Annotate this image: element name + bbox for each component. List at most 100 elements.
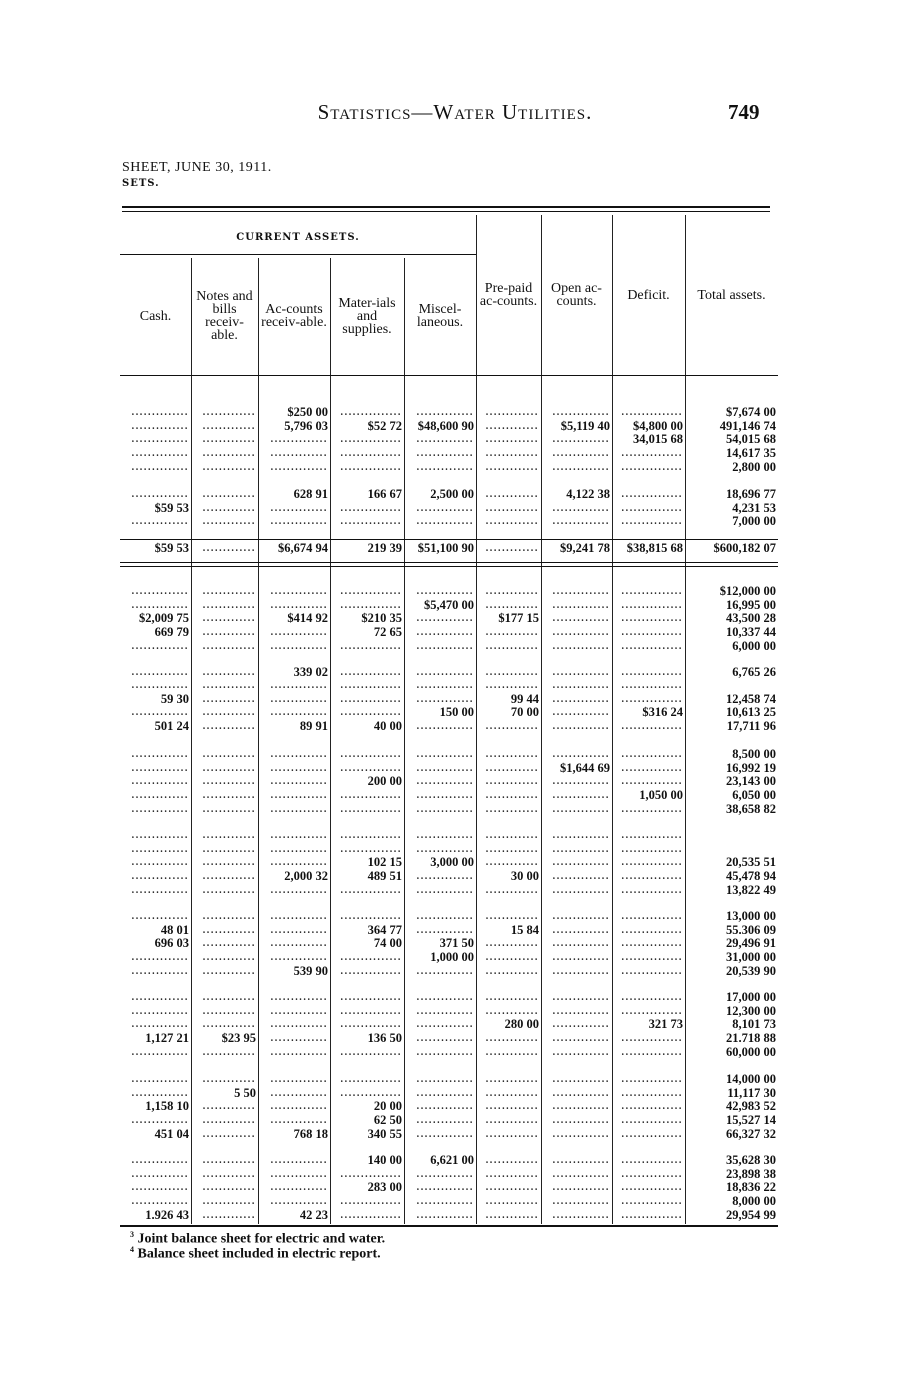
dotted-leader: ............. <box>485 1101 539 1113</box>
dotted-leader: .............. <box>416 586 474 597</box>
cell-materials-supplies: 62 50 <box>373 1114 402 1128</box>
dotted-leader: .............. <box>131 992 189 1003</box>
dotted-leader: ............... <box>621 667 683 678</box>
dotted-leader: ............. <box>485 803 539 815</box>
table-row: ........................................… <box>120 856 778 870</box>
cell-total-assets: 7,000 00 <box>732 515 776 529</box>
dotted-leader: ............. <box>202 721 256 733</box>
running-head: Statistics—Water Utilities. <box>317 100 593 124</box>
dotted-leader: .............. <box>552 1074 610 1085</box>
cell-materials-supplies: 140 00 <box>367 1154 402 1167</box>
total-double-rule-top <box>120 562 778 563</box>
dotted-leader: ............. <box>202 843 256 855</box>
dotted-leader: ............... <box>340 502 402 514</box>
cell-total-assets: 8,500 00 <box>732 748 776 761</box>
cell-miscellaneous: 1,000 00 <box>430 951 474 965</box>
dotted-leader: .............. <box>416 434 474 446</box>
dotted-leader: ............. <box>485 461 539 473</box>
table-row: ........................................… <box>120 461 778 475</box>
dotted-leader: ............... <box>621 1101 683 1113</box>
dotted-leader: .............. <box>131 516 189 528</box>
dotted-leader: .............. <box>416 1209 474 1221</box>
dotted-leader: ............. <box>485 640 539 652</box>
dotted-leader: ............... <box>621 680 683 691</box>
table-row: ........................................… <box>120 1005 778 1019</box>
dotted-leader: ............... <box>340 1046 402 1058</box>
dotted-leader: .............. <box>552 502 610 514</box>
dotted-leader: .............. <box>131 790 189 802</box>
dotted-leader: ............... <box>621 911 683 922</box>
column-rule <box>541 215 542 1224</box>
dotted-leader: .............. <box>270 1115 328 1127</box>
cell-deficit: $4,800 00 <box>633 419 683 433</box>
dotted-leader: ............. <box>485 680 539 691</box>
table-row: ........................................… <box>120 433 778 447</box>
dotted-leader: ............. <box>202 1101 256 1113</box>
dotted-leader: ............... <box>621 884 683 896</box>
table-row: ........................................… <box>120 640 778 654</box>
cell-total-assets: 60,000 00 <box>726 1045 776 1059</box>
dotted-leader: .............. <box>131 434 189 446</box>
dotted-leader: .............. <box>416 680 474 691</box>
dotted-leader: .............. <box>552 586 610 597</box>
dotted-leader: .............. <box>416 1087 474 1099</box>
cell-cash: $59 53 <box>154 501 189 515</box>
dotted-leader: .............. <box>416 1019 474 1031</box>
dotted-leader: .............. <box>552 1168 610 1180</box>
dotted-leader: .............. <box>270 884 328 896</box>
dotted-leader: .............. <box>416 461 474 473</box>
dotted-leader: .............. <box>416 776 474 788</box>
cell-prepaid-accounts: 280 00 <box>504 1018 539 1032</box>
dotted-leader: ............... <box>621 749 683 760</box>
dotted-leader: ............. <box>485 1087 539 1099</box>
cell-total-assets: 43,500 28 <box>726 612 776 626</box>
dotted-leader: ............. <box>485 884 539 896</box>
table-row: ........................................… <box>120 748 778 762</box>
dotted-leader: ............. <box>202 627 256 639</box>
dotted-leader: ............... <box>621 693 683 705</box>
cell-total-assets: 8,101 73 <box>732 1018 776 1032</box>
cell-accounts-receivable: 539 90 <box>293 964 328 978</box>
dotted-leader: ............. <box>202 543 256 554</box>
dotted-leader: ............... <box>340 1074 402 1085</box>
dotted-leader: .............. <box>270 1196 328 1208</box>
dotted-leader: .............. <box>270 1019 328 1031</box>
cell-materials-supplies: 200 00 <box>367 775 402 789</box>
dotted-leader: .............. <box>270 1033 328 1045</box>
dotted-leader: .............. <box>270 911 328 922</box>
dotted-leader: ............... <box>621 843 683 855</box>
dotted-leader: ............... <box>340 599 402 611</box>
cell-materials-supplies: 489 51 <box>367 870 402 884</box>
column-rule <box>404 258 405 1224</box>
dotted-leader: .............. <box>416 790 474 802</box>
dotted-leader: .............. <box>552 965 610 977</box>
dotted-leader: ............. <box>485 1182 539 1194</box>
dotted-leader: .............. <box>270 707 328 719</box>
dotted-leader: .............. <box>270 693 328 705</box>
cell-accounts-receivable: 5,796 03 <box>284 419 328 433</box>
dotted-leader: ............. <box>485 952 539 964</box>
dotted-leader: ............. <box>202 489 256 500</box>
dotted-leader: .............. <box>270 1087 328 1099</box>
cell-cash: 48 01 <box>160 923 189 937</box>
dotted-leader: .............. <box>552 448 610 460</box>
dotted-leader: ............... <box>621 1168 683 1180</box>
subtotal-rule <box>120 539 778 540</box>
cell-deficit: 321 73 <box>648 1018 683 1032</box>
cell-miscellaneous: $5,470 00 <box>424 598 474 612</box>
cell-miscellaneous: 6,621 00 <box>430 1154 474 1167</box>
dotted-leader: .............. <box>552 952 610 964</box>
dotted-leader: ............. <box>485 749 539 760</box>
dotted-leader: .............. <box>416 667 474 678</box>
dotted-leader: ............... <box>621 1128 683 1140</box>
column-header-cash: Cash. <box>120 260 191 372</box>
dotted-leader: ............. <box>202 707 256 719</box>
dotted-leader: ............. <box>485 857 539 869</box>
table-row: ........................................… <box>120 789 778 803</box>
dotted-leader: ............... <box>621 1196 683 1208</box>
column-header-prepaid-accounts: Pre-paid ac-counts. <box>476 218 541 372</box>
cell-materials-supplies: 102 15 <box>367 856 402 870</box>
dotted-leader: .............. <box>552 1115 610 1127</box>
cell-cash: 501 24 <box>154 720 189 734</box>
dotted-leader: .............. <box>270 790 328 802</box>
